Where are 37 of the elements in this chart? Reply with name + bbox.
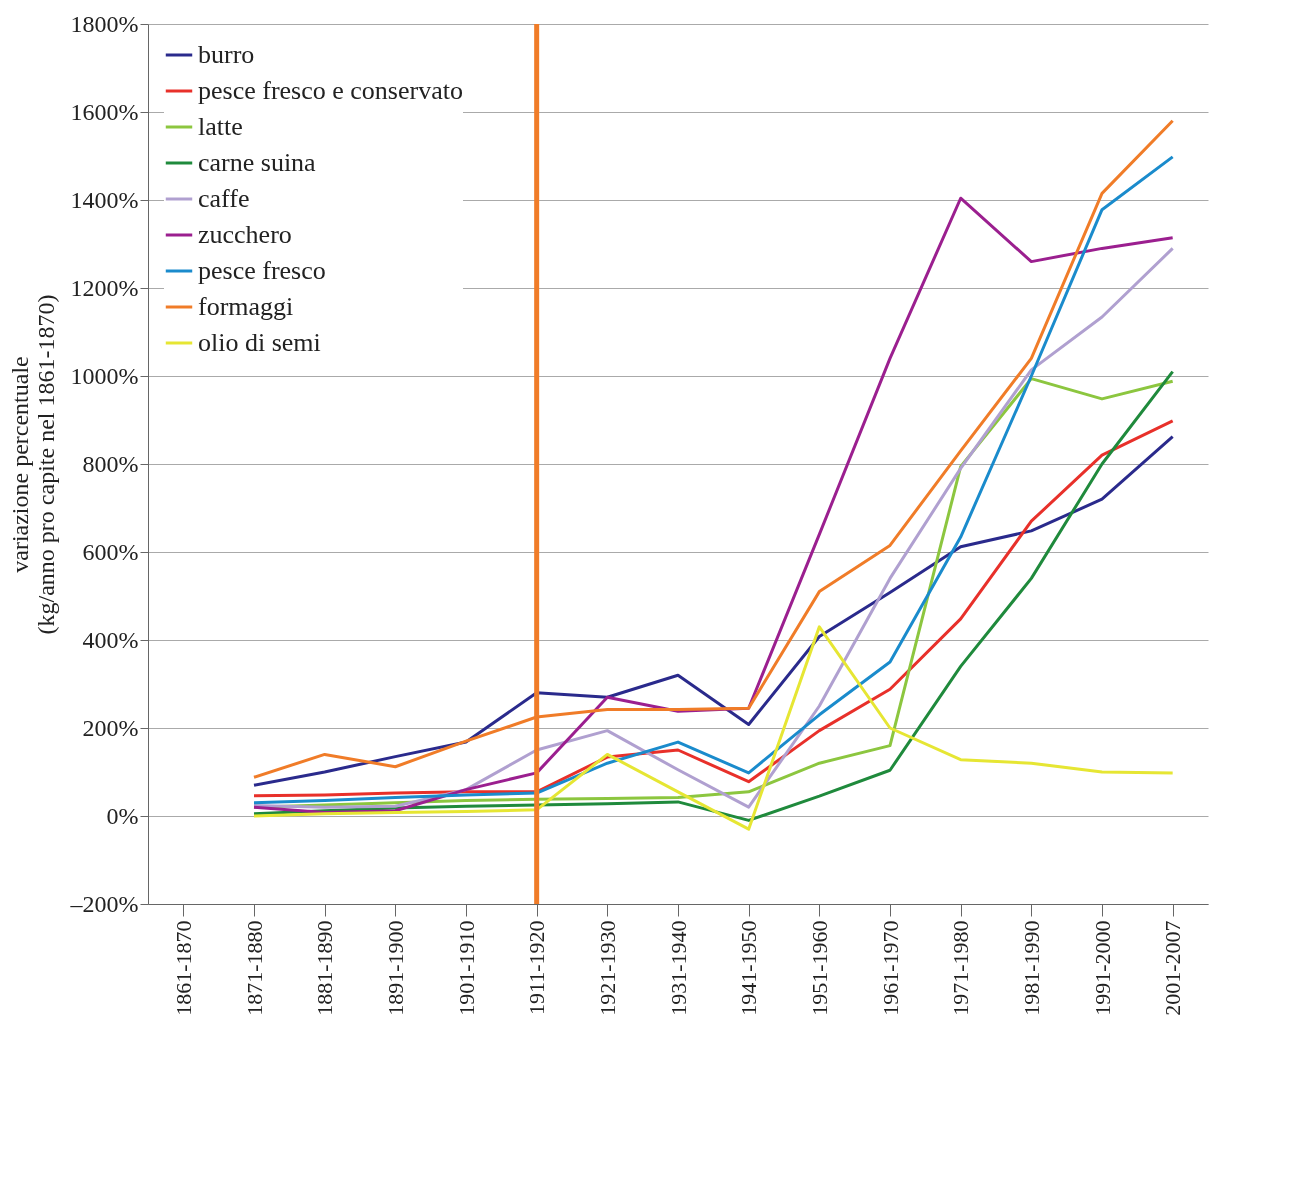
legend-label: zucchero <box>198 220 292 249</box>
legend-label: formaggi <box>198 292 294 321</box>
x-tick-label: 1861-1870 <box>170 920 196 1016</box>
legend-label: latte <box>198 112 243 141</box>
x-tick-label: 1941-1950 <box>736 920 762 1016</box>
y-tick-label: 600% <box>82 538 139 565</box>
x-tick-label: 1931-1940 <box>665 920 691 1016</box>
legend-label: caffe <box>198 184 250 213</box>
y-tick-label: 1000% <box>70 362 139 389</box>
y-tick-label: 1800% <box>70 10 139 37</box>
x-tick-label: 1911-1920 <box>524 920 550 1016</box>
legend-label: pesce fresco e conservato <box>198 76 463 105</box>
legend-label: burro <box>198 40 255 69</box>
x-tick-label: 1971-1980 <box>948 920 974 1016</box>
y-tick-label: 1600% <box>70 98 139 125</box>
y-tick-label: 0% <box>106 802 139 829</box>
y-tick-label: 200% <box>82 714 139 741</box>
y-tick-label: 1400% <box>70 186 139 213</box>
x-tick-label: 1951-1960 <box>806 920 832 1016</box>
x-tick-label: 1981-1990 <box>1018 920 1044 1016</box>
legend-label: olio di semi <box>198 328 321 357</box>
x-tick-label: 1961-1970 <box>877 920 903 1016</box>
x-tick-label: 1891-1900 <box>382 920 408 1016</box>
x-tick-label: 1871-1880 <box>241 920 267 1016</box>
y-tick-label: 400% <box>82 626 139 653</box>
y-tick-label: 800% <box>82 450 139 477</box>
line-series <box>252 625 1175 831</box>
y-tick-label: –200% <box>69 890 139 917</box>
x-tick-label: 2001-2007 <box>1160 920 1186 1016</box>
legend-label: pesce fresco <box>198 256 326 285</box>
legend-label: carne suina <box>198 148 317 177</box>
y-axis-title: variazione percentuale (kg/anno pro capite nel 1861-1870) <box>6 294 59 635</box>
x-tick-label: 1991-2000 <box>1089 920 1115 1016</box>
x-tick-label: 1901-1910 <box>453 920 479 1016</box>
y-tick-label: 1200% <box>70 274 139 301</box>
x-tick-label: 1881-1890 <box>312 920 338 1016</box>
x-tick-label: 1921-1930 <box>594 920 620 1016</box>
